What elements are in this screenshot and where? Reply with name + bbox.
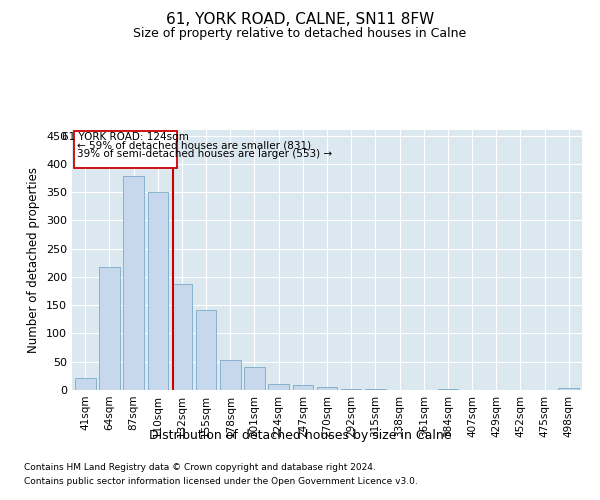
Bar bbox=[268, 384, 289, 390]
Bar bbox=[124, 176, 144, 390]
Text: Distribution of detached houses by size in Calne: Distribution of detached houses by size … bbox=[149, 428, 451, 442]
Text: Contains HM Land Registry data © Crown copyright and database right 2024.: Contains HM Land Registry data © Crown c… bbox=[24, 464, 376, 472]
Bar bbox=[75, 378, 95, 390]
Bar bbox=[293, 386, 313, 390]
Bar bbox=[172, 284, 192, 390]
Bar bbox=[148, 192, 168, 390]
Bar bbox=[220, 360, 241, 390]
Bar bbox=[99, 267, 120, 390]
Bar bbox=[437, 389, 458, 390]
Text: ← 59% of detached houses are smaller (831): ← 59% of detached houses are smaller (83… bbox=[77, 141, 311, 151]
Bar bbox=[317, 387, 337, 390]
Bar bbox=[196, 310, 217, 390]
Y-axis label: Number of detached properties: Number of detached properties bbox=[28, 167, 40, 353]
Text: 61 YORK ROAD: 124sqm: 61 YORK ROAD: 124sqm bbox=[62, 132, 189, 142]
Text: Size of property relative to detached houses in Calne: Size of property relative to detached ho… bbox=[133, 28, 467, 40]
FancyBboxPatch shape bbox=[74, 131, 177, 168]
Bar bbox=[341, 389, 361, 390]
Bar bbox=[559, 388, 579, 390]
Bar bbox=[244, 368, 265, 390]
Text: 61, YORK ROAD, CALNE, SN11 8FW: 61, YORK ROAD, CALNE, SN11 8FW bbox=[166, 12, 434, 28]
Text: 39% of semi-detached houses are larger (553) →: 39% of semi-detached houses are larger (… bbox=[77, 150, 332, 160]
Text: Contains public sector information licensed under the Open Government Licence v3: Contains public sector information licen… bbox=[24, 477, 418, 486]
